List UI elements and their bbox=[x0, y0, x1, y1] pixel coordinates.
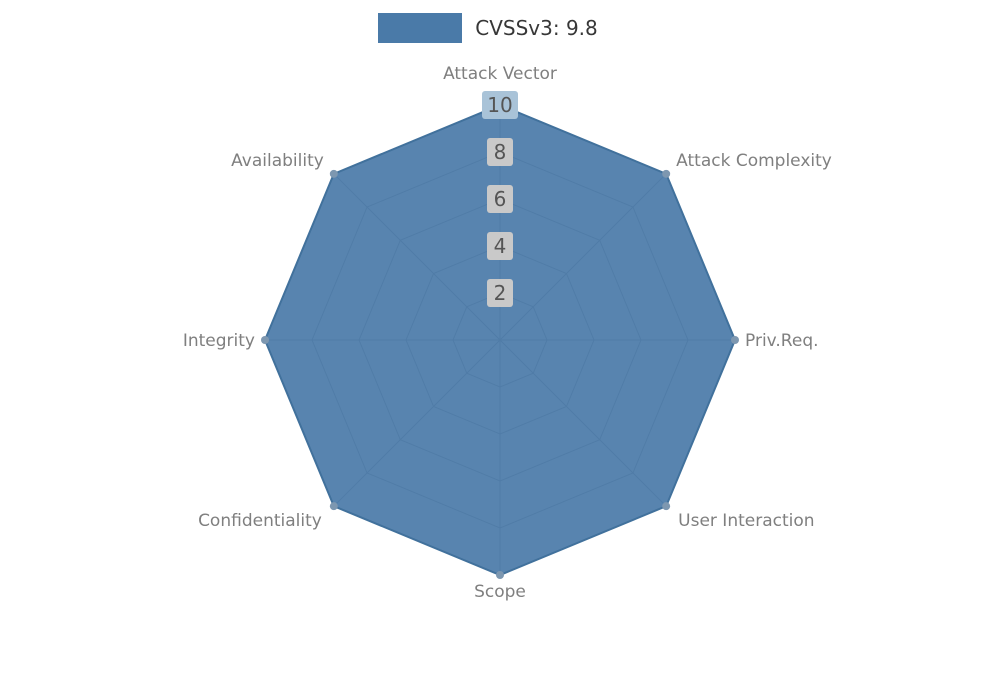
tick-label-4: 4 bbox=[494, 234, 507, 258]
series-point-confidentiality bbox=[329, 502, 338, 511]
axis-label-priv-req: Priv.Req. bbox=[745, 331, 819, 351]
axis-label-user-interaction: User Interaction bbox=[678, 511, 814, 531]
series-point-integrity bbox=[261, 336, 269, 344]
axis-label-availability: Availability bbox=[231, 151, 324, 171]
tick-chip-6 bbox=[487, 185, 513, 213]
axis-label-attack-complexity: Attack Complexity bbox=[676, 151, 832, 171]
series-point-priv-req bbox=[731, 336, 739, 344]
tick-chip-8 bbox=[487, 138, 513, 166]
tick-chip-4 bbox=[487, 232, 513, 260]
tick-label-8: 8 bbox=[494, 140, 507, 164]
radar-axis-labels: Attack Vector Attack Complexity Priv.Req. U… bbox=[183, 64, 832, 602]
radar-tick-labels: 2 4 6 8 10 bbox=[482, 91, 518, 307]
radar-series bbox=[261, 101, 739, 579]
axis-label-attack-vector: Attack Vector bbox=[443, 64, 557, 84]
series-point-availability bbox=[329, 169, 338, 178]
axis-label-confidentiality: Confidentiality bbox=[198, 511, 322, 531]
axis-label-scope: Scope bbox=[474, 582, 526, 602]
series-point-user-interaction bbox=[662, 502, 671, 511]
tick-label-10: 10 bbox=[487, 93, 512, 117]
tick-chip-2 bbox=[487, 279, 513, 307]
series-point-attack-complexity bbox=[662, 169, 671, 178]
tick-label-2: 2 bbox=[494, 281, 507, 305]
tick-label-6: 6 bbox=[494, 187, 507, 211]
axis-label-integrity: Integrity bbox=[183, 331, 255, 351]
series-point-scope bbox=[496, 571, 504, 579]
tick-chip-10 bbox=[482, 91, 518, 119]
